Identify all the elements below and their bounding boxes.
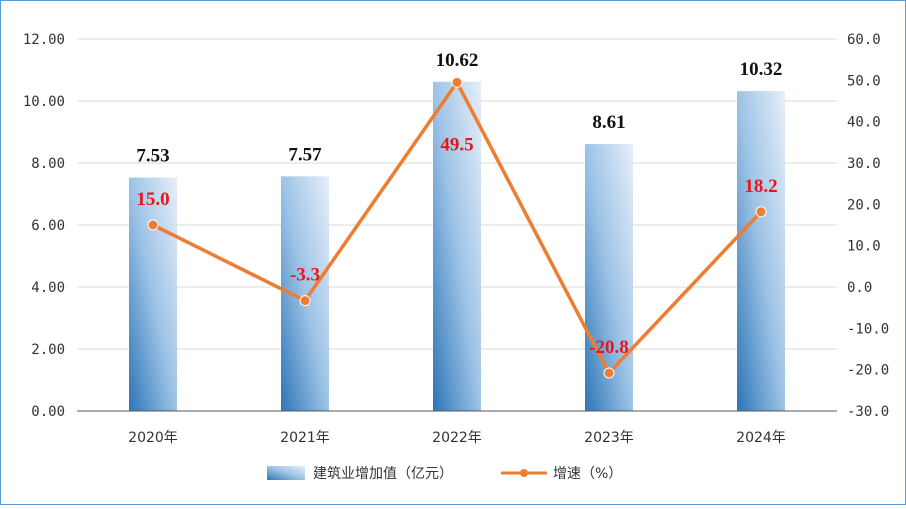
line-value-label: 49.5 [440,134,473,155]
legend: 建筑业增加值（亿元） 增速（%） [267,466,622,482]
right-tick-label: 30.0 [847,156,881,172]
legend-line-marker [520,469,528,477]
right-tick-label: 50.0 [847,73,881,89]
legend-line-label: 增速（%） [553,466,622,482]
x-tick-label: 2022年 [432,430,482,446]
right-tick-label: 20.0 [847,197,881,213]
line-series [147,76,767,379]
right-tick-label: 0.0 [847,280,872,296]
bar-series [129,81,785,411]
x-tick-label: 2023年 [584,430,634,446]
bar-value-label: 7.53 [136,146,169,167]
line-point [603,367,615,379]
x-tick-label: 2024年 [736,430,786,446]
left-tick-label: 10.00 [23,94,65,110]
left-tick-label: 6.00 [31,218,65,234]
right-tick-label: 60.0 [847,32,881,48]
bar-value-label: 10.32 [740,59,783,80]
line-point [299,295,311,307]
bar-value-label: 8.61 [592,112,625,133]
right-tick-label: -30.0 [847,404,889,420]
right-y-axis: -30.0 -20.0 -10.0 0.0 10.0 20.0 30.0 40.0 50.0 60… [847,32,889,420]
line-value-label: 15.0 [136,189,169,210]
right-tick-label: 40.0 [847,115,881,131]
bar-value-label: 10.62 [436,50,479,71]
line-value-label: 18.2 [744,176,777,197]
data-labels: 7.53 7.57 10.62 8.61 10.32 15.0 -3.3 49.5 -20.8 1… [136,50,782,358]
line-point [147,219,159,231]
legend-bar-swatch [267,466,305,480]
left-tick-label: 2.00 [31,342,65,358]
x-axis: 2020年 2021年 2022年 2023年 2024年 [77,410,837,446]
x-tick-label: 2020年 [128,430,178,446]
left-tick-label: 4.00 [31,280,65,296]
bar [585,144,633,411]
bar-value-label: 7.57 [288,144,322,165]
right-tick-label: 10.0 [847,239,881,255]
left-y-axis: 0.00 2.00 4.00 6.00 8.00 10.00 12.00 [23,32,65,420]
left-tick-label: 0.00 [31,404,65,420]
line-point [755,206,767,218]
bar [737,91,785,411]
bar [129,177,177,411]
line-point [451,76,463,88]
legend-bar-label: 建筑业增加值（亿元） [313,466,453,482]
left-tick-label: 8.00 [31,156,65,172]
bar [433,81,481,411]
x-tick-label: 2021年 [280,430,330,446]
line-value-label: -20.8 [589,337,629,358]
left-tick-label: 12.00 [23,32,65,48]
right-tick-label: -20.0 [847,363,889,379]
line-value-label: -3.3 [290,265,320,286]
right-tick-label: -10.0 [847,321,889,337]
